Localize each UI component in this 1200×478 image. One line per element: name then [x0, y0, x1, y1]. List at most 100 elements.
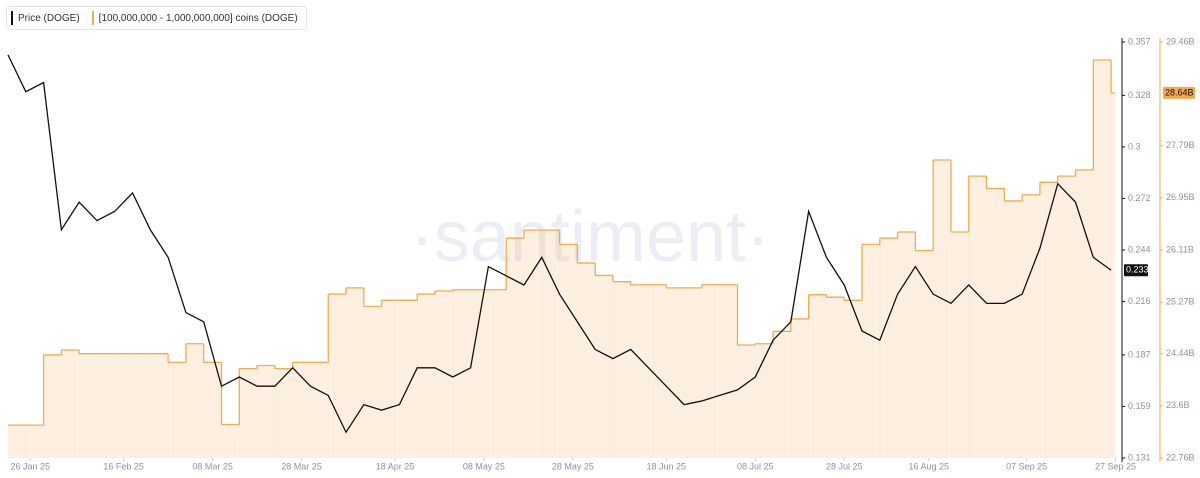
step-area [452, 289, 471, 458]
legend-swatch [91, 11, 94, 25]
step-area [719, 284, 738, 458]
y2-tick-label: 23.6B [1166, 400, 1190, 410]
step-area [114, 353, 133, 458]
step-area [826, 297, 845, 458]
step-area [96, 353, 116, 458]
step-area [381, 300, 400, 458]
legend-label: [100,000,000 - 1,000,000,000] coins (DOG… [98, 12, 298, 24]
step-area [523, 230, 543, 458]
step-area [612, 281, 632, 458]
x-tick-label: 16 Feb 25 [103, 461, 144, 471]
step-area [132, 353, 151, 458]
step-area [1022, 194, 1041, 458]
step-area [1075, 169, 1094, 458]
current-value-label: 0.233 [1126, 265, 1149, 275]
x-tick-label: 28 May 25 [552, 461, 594, 471]
y2-tick-label: 29.46B [1166, 36, 1195, 46]
step-area [257, 365, 276, 458]
legend-label: Price (DOGE) [18, 12, 80, 24]
step-area [310, 362, 329, 458]
step-area [577, 263, 596, 458]
step-area [541, 230, 560, 458]
step-area [185, 343, 205, 458]
step-area [1039, 182, 1059, 458]
y2-tick-label: 24.44B [1166, 348, 1195, 358]
step-area [79, 353, 98, 458]
step-area [346, 287, 365, 458]
step-area [737, 344, 756, 458]
current-value-badge [1163, 86, 1195, 99]
step-area [363, 306, 382, 458]
step-area [897, 231, 916, 458]
current-value-badge [1124, 264, 1148, 277]
legend-item[interactable]: [100,000,000 - 1,000,000,000] coins (DOG… [88, 7, 306, 29]
step-area [239, 368, 258, 458]
step-area [61, 349, 80, 458]
legend-item[interactable]: Price (DOGE) [7, 7, 88, 29]
y-tick-label: 0.131 [1128, 452, 1151, 462]
step-area [755, 343, 774, 458]
step-area [506, 238, 525, 458]
step-area [915, 250, 934, 458]
x-tick-label: 08 May 25 [463, 461, 505, 471]
step-area [844, 300, 863, 458]
step-area [968, 176, 987, 458]
step-area [630, 284, 649, 458]
step-area [1004, 200, 1023, 458]
step-area [595, 275, 614, 458]
step-area [773, 331, 792, 458]
y2-tick-label: 22.76B [1166, 452, 1195, 462]
step-area [168, 362, 187, 458]
step-area [1057, 176, 1076, 458]
step-area [470, 289, 489, 458]
x-tick-label: 08 Mar 25 [192, 461, 233, 471]
step-area [435, 290, 454, 458]
x-tick-label: 28 Jul 25 [826, 461, 863, 471]
y-tick-label: 0.216 [1128, 296, 1151, 306]
step-area [292, 362, 311, 458]
step-area [950, 231, 970, 458]
y-tick-label: 0.244 [1128, 244, 1151, 254]
current-value-label: 28.64B [1165, 87, 1194, 97]
step-area [666, 287, 685, 458]
step-area [25, 425, 44, 458]
price-line [7, 54, 1112, 434]
step-area [150, 353, 169, 458]
step-area [328, 294, 347, 458]
step-area [417, 294, 436, 458]
x-tick-label: 26 Jan 25 [10, 461, 50, 471]
step-area [8, 425, 27, 458]
x-tick-label: 27 Sep 25 [1095, 461, 1136, 471]
step-area [274, 368, 293, 458]
step-area [790, 318, 809, 458]
x-tick-label: 16 Aug 25 [908, 461, 949, 471]
step-area [879, 238, 898, 458]
x-tick-label: 28 Mar 25 [281, 461, 322, 471]
step-area [399, 300, 418, 458]
legend-swatch [11, 11, 13, 25]
step-area [1093, 60, 1112, 458]
y-tick-label: 0.187 [1128, 349, 1151, 359]
step-area [203, 362, 222, 458]
y2-tick-label: 27.79B [1166, 140, 1195, 150]
step-area [648, 284, 667, 458]
holdings-area [8, 59, 1116, 459]
y-tick-label: 0.272 [1128, 193, 1151, 203]
y2-tick-label: 25.27B [1166, 297, 1195, 307]
y2-tick-label: 26.95B [1166, 192, 1195, 202]
y2-tick-label: 26.11B [1166, 244, 1194, 254]
step-area [701, 284, 720, 458]
step-area [221, 424, 240, 458]
y-tick-label: 0.357 [1128, 36, 1151, 46]
step-area [1111, 92, 1116, 459]
step-area [488, 289, 507, 458]
x-tick-label: 08 Jul 25 [737, 461, 774, 471]
y-tick-label: 0.159 [1128, 401, 1151, 411]
step-area [808, 294, 827, 458]
x-tick-label: 18 Apr 25 [376, 461, 415, 471]
y-tick-label: 0.328 [1128, 90, 1151, 100]
step-area [43, 354, 62, 458]
step-area [684, 287, 703, 458]
